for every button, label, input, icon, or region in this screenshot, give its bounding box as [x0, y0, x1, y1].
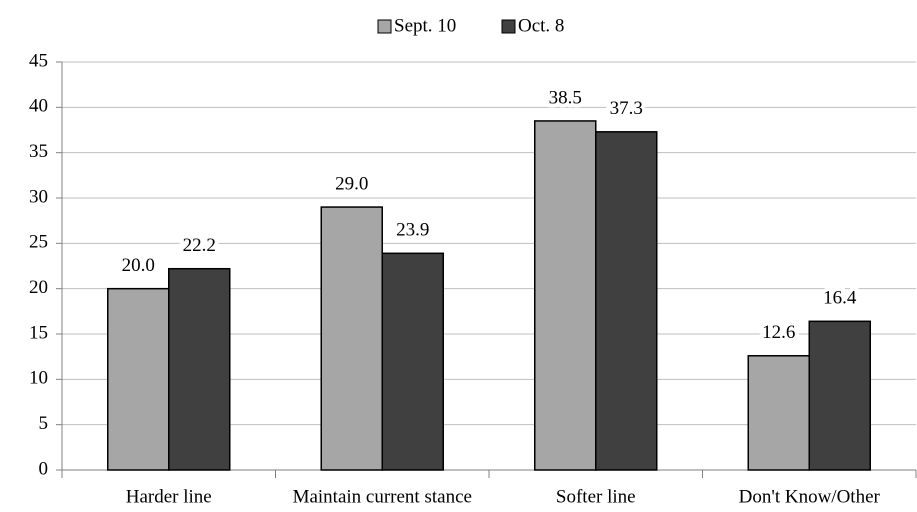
y-tick-label: 30	[29, 186, 48, 207]
x-tick-label: Harder line	[126, 486, 212, 507]
bar	[595, 131, 658, 471]
y-tick-label: 20	[29, 277, 48, 298]
value-label: 20.0	[122, 255, 155, 276]
value-label: 38.5	[549, 87, 582, 108]
legend-swatch	[501, 19, 516, 34]
bar	[534, 120, 597, 471]
legend-label: Oct. 8	[518, 15, 564, 36]
value-label: 16.4	[823, 288, 857, 309]
y-tick-label: 5	[39, 413, 49, 434]
y-tick-label: 0	[39, 458, 49, 479]
value-label: 29.0	[335, 173, 368, 194]
y-tick-label: 15	[29, 322, 48, 343]
x-tick-label: Don't Know/Other	[739, 486, 881, 507]
x-tick-label: Softer line	[556, 486, 636, 507]
x-tick-label: Maintain current stance	[293, 486, 472, 507]
value-label: 12.6	[762, 322, 795, 343]
value-label: 23.9	[396, 220, 429, 241]
y-tick-label: 25	[29, 232, 48, 253]
y-tick-label: 45	[29, 50, 48, 71]
bar	[107, 287, 170, 471]
y-tick-label: 35	[29, 141, 48, 162]
value-label: 37.3	[610, 98, 643, 119]
value-label: 22.2	[183, 235, 216, 256]
bar	[747, 355, 810, 471]
y-tick-label: 10	[29, 368, 48, 389]
legend-label: Sept. 10	[394, 15, 456, 36]
bar	[320, 206, 383, 471]
bar	[168, 267, 231, 471]
bar	[808, 320, 871, 471]
legend-swatch	[377, 19, 392, 34]
y-tick-label: 40	[29, 96, 48, 117]
bar	[381, 252, 444, 471]
